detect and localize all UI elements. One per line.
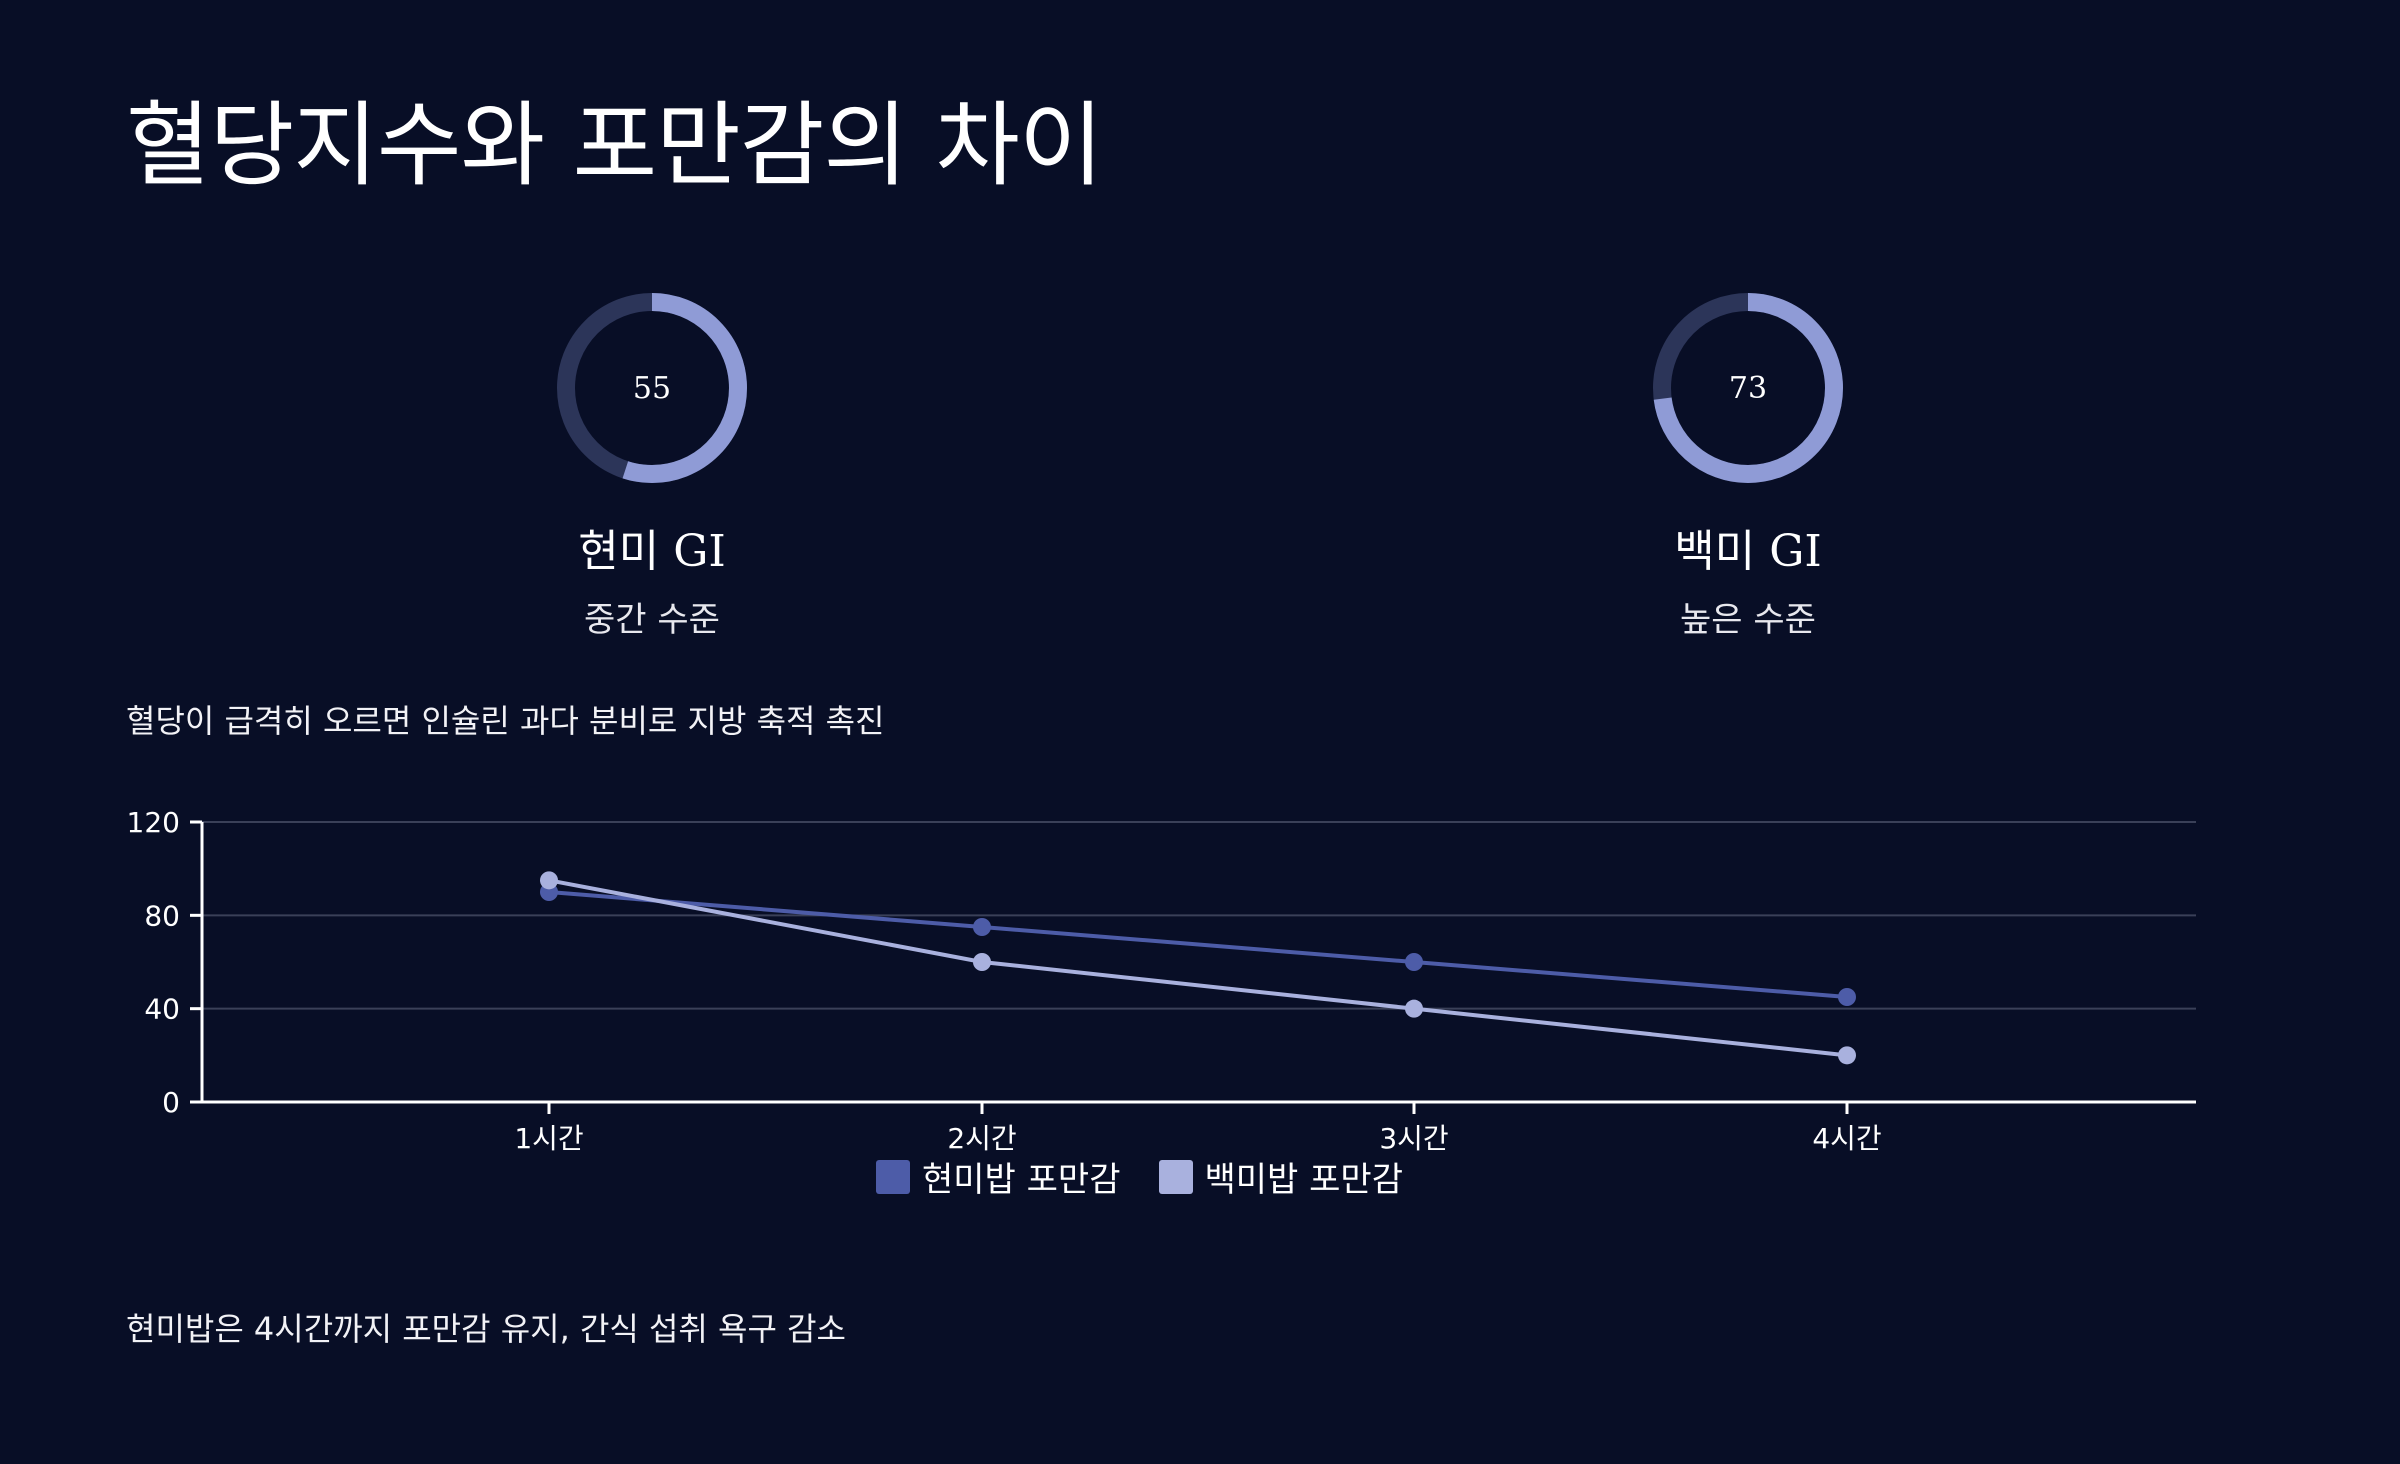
gauge-sublabel: 중간 수준 <box>584 600 720 641</box>
gauge-label: 백미 GI <box>1674 526 1822 577</box>
series-0-point <box>1838 988 1856 1006</box>
gauge-white-rice: 73 백미 GI 높은 수준 <box>1548 288 1948 640</box>
chart-legend: 현미밥 포만감 백미밥 포만감 <box>876 1152 1404 1201</box>
legend-label: 백미밥 포만감 <box>1204 1160 1404 1200</box>
gauge-brown-rice: 55 현미 GI 중간 수준 <box>452 288 852 640</box>
note-bottom: 현미밥은 4시간까지 포만감 유지, 간식 섭취 욕구 감소 <box>126 1310 846 1348</box>
x-tick-label: 1시간 <box>514 1122 583 1155</box>
donut-gauge-1: 73 <box>1653 293 1843 483</box>
series-0-point <box>1405 953 1423 971</box>
series-line-0 <box>548 890 1848 999</box>
gauge-sublabel: 높은 수준 <box>1680 600 1816 641</box>
series-1-point <box>1838 1046 1856 1065</box>
note-top: 혈당이 급격히 오르면 인슐린 과다 분비로 지방 축적 촉진 <box>126 702 885 740</box>
y-tick-label: 40 <box>144 993 180 1026</box>
series-1-point <box>540 871 558 890</box>
legend-item-white: 백미밥 포만감 <box>1158 1152 1404 1201</box>
x-tick-label: 3시간 <box>1379 1122 1448 1155</box>
gauge-label: 현미 GI <box>578 526 726 577</box>
legend-label: 현미밥 포만감 <box>922 1160 1121 1200</box>
y-tick-label: 120 <box>127 806 180 839</box>
series-0-point <box>973 918 991 936</box>
series-line-1 <box>548 878 1848 1058</box>
x-tick-label: 2시간 <box>947 1122 1016 1155</box>
donut-gauge-0: 55 <box>557 293 747 483</box>
y-tick-label: 80 <box>144 899 180 932</box>
gauge-value: 55 <box>633 371 671 406</box>
gauge-value: 73 <box>1729 371 1767 406</box>
x-tick-label: 4시간 <box>1812 1122 1881 1155</box>
legend-swatch <box>876 1159 910 1194</box>
legend-swatch <box>1158 1159 1193 1194</box>
series-1-point <box>973 953 991 971</box>
page-title: 혈당지수와 포만감의 차이 <box>126 92 1104 199</box>
legend-item-brown: 현미밥 포만감 <box>876 1152 1121 1201</box>
y-tick-label: 0 <box>162 1086 180 1119</box>
series-1-point <box>1405 999 1423 1018</box>
